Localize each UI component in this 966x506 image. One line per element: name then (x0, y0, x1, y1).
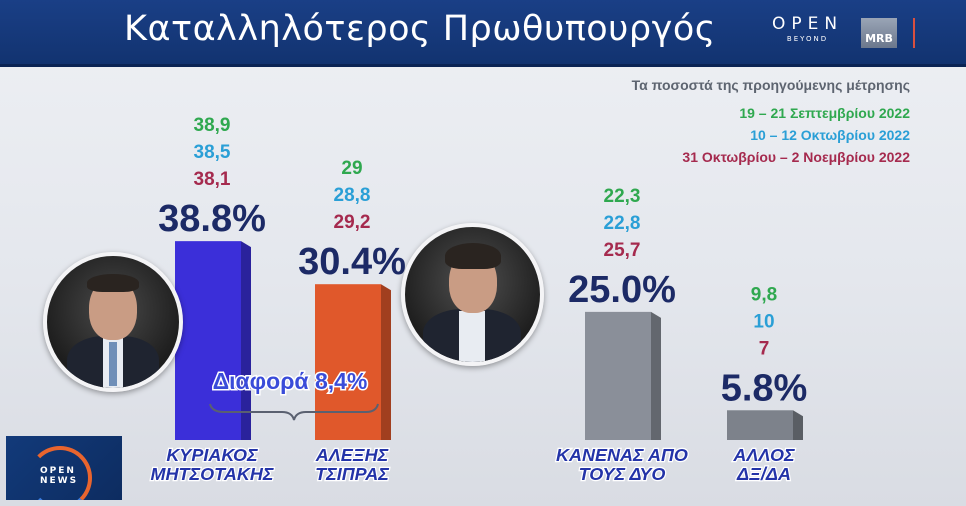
category-label-3-line-1: ΔΞ/ΔΑ (736, 464, 791, 484)
category-label-2-line-0: ΚΑΝΕΝΑΣ ΑΠΟ (556, 445, 688, 465)
previous-value-3-0: 9,8 (751, 284, 777, 305)
bar-2 (585, 311, 651, 440)
previous-value-2-0: 22,3 (604, 186, 641, 207)
portrait-mitsotakis (43, 252, 183, 392)
category-label-1-line-1: ΤΣΙΠΡΑΣ (315, 464, 389, 484)
open-news-text: OPEN NEWS (40, 466, 78, 486)
open-news-logo: OPEN NEWS (6, 436, 122, 500)
previous-value-3-2: 7 (759, 338, 770, 359)
value-label-1: 30.4% (298, 241, 406, 283)
value-label-3: 5.8% (721, 367, 808, 409)
bar-side-3 (793, 410, 803, 440)
previous-value-3-1: 10 (753, 311, 774, 332)
legend-entry-2: 10 – 12 Οκτωβρίου 2022 (750, 127, 910, 143)
category-label-0-line-0: ΚΥΡΙΑΚΟΣ (166, 445, 258, 465)
legend-entry-1: 19 – 21 Σεπτεμβρίου 2022 (739, 105, 910, 121)
hair-shape (445, 243, 501, 269)
previous-value-1-2: 29,2 (334, 212, 371, 233)
bar-1 (315, 284, 381, 440)
previous-value-1-1: 28,8 (334, 185, 371, 206)
category-label-0-line-1: ΜΗΤΣΟΤΑΚΗΣ (151, 464, 274, 484)
bar-3 (727, 410, 793, 440)
open-beyond-logo: OPEN BEYOND (772, 14, 843, 43)
previous-value-1-0: 29 (341, 158, 362, 179)
open-news-ring-icon (28, 446, 92, 500)
page-title: Καταλληλότερος Πρωθυπουργός (124, 9, 716, 49)
value-label-0: 38.8% (158, 198, 266, 240)
hair-shape (87, 274, 139, 292)
legend-entry-3: 31 Οκτωβρίου – 2 Νοεμβρίου 2022 (682, 149, 910, 165)
open-logo-text: OPEN (772, 14, 844, 34)
legend: Τα ποσοστά της προηγούμενης μέτρησης 19 … (632, 77, 910, 171)
beyond-logo-text: BEYOND (786, 35, 829, 43)
bar-side-2 (651, 311, 661, 440)
previous-value-0-1: 38,5 (194, 142, 231, 163)
category-label-1-line-0: ΑΛΕΞΗΣ (315, 445, 389, 465)
previous-value-0-0: 38,9 (194, 115, 231, 136)
difference-label: Διαφορά 8,4% (213, 368, 368, 394)
open-news-line-2: NEWS (40, 476, 79, 486)
legend-title: Τα ποσοστά της προηγούμενης μέτρησης (631, 77, 910, 93)
previous-value-0-2: 38,1 (194, 169, 231, 190)
logo-divider (913, 18, 915, 48)
category-label-2-line-1: ΤΟΥΣ ΔΥΟ (579, 464, 666, 484)
bar-side-0 (241, 241, 251, 440)
open-news-line-1: OPEN (40, 466, 76, 476)
previous-value-2-2: 25,7 (604, 240, 641, 261)
value-label-2: 25.0% (568, 269, 676, 311)
difference-brace (209, 403, 379, 421)
shirt-shape (459, 311, 485, 362)
tie-shape (109, 342, 117, 386)
bar-0 (175, 241, 241, 440)
header-bar: Καταλληλότερος Πρωθυπουργός OPEN BEYOND … (0, 0, 966, 67)
bar-side-1 (381, 284, 391, 440)
category-label-3-line-0: ΑΛΛΟΣ (732, 445, 795, 465)
portrait-tsipras (401, 223, 544, 366)
previous-value-2-1: 22,8 (604, 213, 641, 234)
mrb-logo: MRB (861, 18, 897, 48)
